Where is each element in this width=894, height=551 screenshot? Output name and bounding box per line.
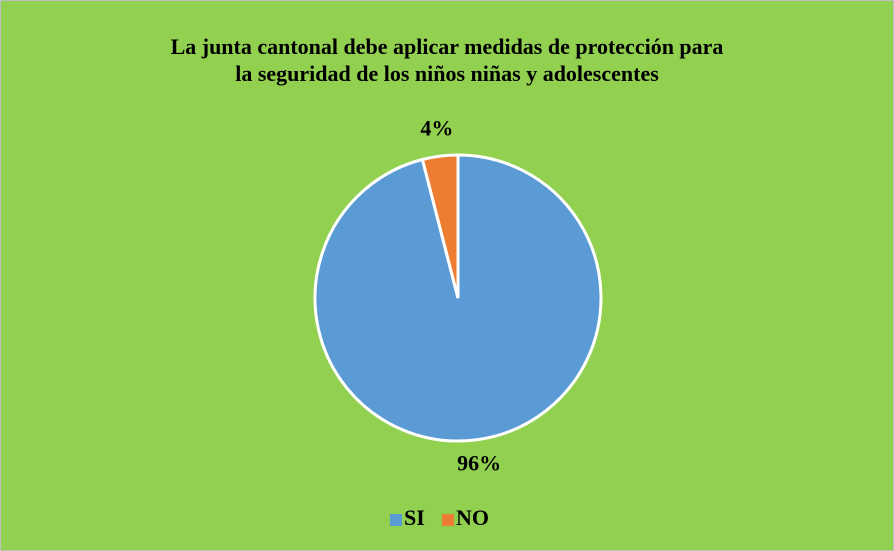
- legend-swatch: [442, 514, 454, 526]
- chart-title: La junta cantonal debe aplicar medidas d…: [171, 34, 724, 59]
- legend-label: SI: [404, 505, 425, 530]
- data-label: 96%: [457, 451, 501, 476]
- legend-swatch: [390, 514, 402, 526]
- pie-slice: [420, 153, 460, 299]
- legend-label: NO: [456, 505, 489, 530]
- chart-title: la seguridad de los niños niñas y adoles…: [235, 61, 659, 86]
- data-label: 4%: [420, 115, 453, 140]
